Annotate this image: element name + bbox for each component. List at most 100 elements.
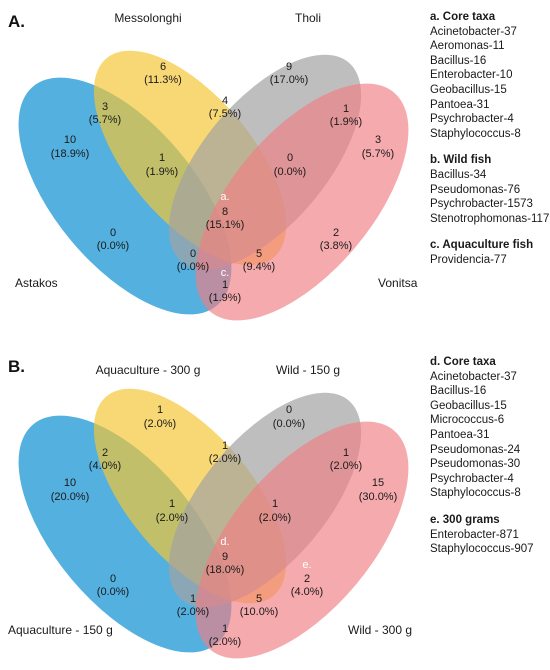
region-b-s1-s2-s3: 1 (2.0%) [156,498,188,524]
set-label-wild-300g: Wild - 300 g [348,623,412,637]
svg-text:(0.0%): (0.0%) [97,586,129,598]
region-all-four: a. 8(15.1%) [206,191,245,231]
svg-text:3: 3 [375,134,381,146]
svg-text:15: 15 [372,477,384,489]
svg-text:a.: a. [220,191,229,203]
svg-text:(1.9%): (1.9%) [330,116,362,128]
svg-text:(2.0%): (2.0%) [209,636,241,648]
svg-text:(4.0%): (4.0%) [89,460,121,472]
svg-text:0: 0 [287,152,293,164]
svg-text:0: 0 [110,227,116,239]
legend-item: Acinetobacter-37 [430,370,517,383]
legend-item: Acinetobacter-37 [430,25,517,38]
region-b-s3-only: 0 (0.0%) [273,404,305,430]
region-b-s2-s3: 1(2.0%) [209,440,241,465]
svg-text:1: 1 [157,404,163,416]
svg-text:2: 2 [333,227,339,239]
svg-text:(18.9%): (18.9%) [51,148,90,160]
svg-text:1: 1 [159,152,165,164]
svg-text:(0.0%): (0.0%) [273,418,305,430]
region-messolonghi-tholi: b. 4(7.5%) [209,81,241,120]
svg-text:(9.4%): (9.4%) [243,261,275,273]
svg-text:8: 8 [222,206,228,218]
legend-title: b. Wild fish [430,154,492,167]
panel-b-letter: B. [8,357,25,376]
legend-item: Stenotrophomonas-117 [430,212,550,225]
svg-text:10: 10 [64,134,76,146]
panel-b-legend: d. Core taxa Acinetobacter-37 Bacillus-1… [430,355,534,569]
region-b-s1-s2-s4: 5(10.0%) [240,593,279,618]
svg-text:(11.3%): (11.3%) [144,74,182,86]
region-astakos-messolonghi-vonitsa: 5(9.4%) [243,248,275,273]
svg-text:(5.7%): (5.7%) [89,114,121,126]
svg-text:(30.0%): (30.0%) [359,491,398,503]
svg-text:10: 10 [64,477,76,489]
svg-text:(5.7%): (5.7%) [362,148,394,160]
legend-title: d. Core taxa [430,356,496,368]
panel-b-ellipses [18,388,409,659]
svg-text:2: 2 [102,447,108,459]
panel-a-legend: a. Core taxa Acinetobacter-37 Aeromonas-… [430,10,549,280]
region-astakos-vonitsa: c.1(1.9%) [209,267,241,304]
svg-text:2: 2 [304,573,310,585]
svg-text:(0.0%): (0.0%) [177,261,209,273]
svg-text:9: 9 [222,551,228,563]
svg-text:1: 1 [222,440,228,452]
svg-text:1: 1 [169,498,175,510]
svg-text:1: 1 [222,623,228,635]
region-messolonghi-vonitsa: 2(3.8%) [320,227,352,252]
region-messolonghi-only: 6(11.3%) [144,61,182,86]
region-b-s2-only: 1 (2.0%) [144,404,176,430]
vonitsa-ellipse [195,83,409,321]
svg-text:4: 4 [222,95,228,107]
set-label-aquaculture-150g: Aquaculture - 150 g [8,623,113,637]
legend-item: Psychrobacter-1573 [430,198,533,211]
svg-text:(0.0%): (0.0%) [97,240,129,252]
set-label-aquaculture-300g: Aquaculture - 300 g [96,363,201,377]
region-astakos-messolonghi: 3(5.7%) [89,101,121,126]
set-label-wild-150g: Wild - 150 g [276,363,340,377]
region-b-s4-only: 15 (30.0%) [359,477,398,503]
region-vonitsa-only: 3 (5.7%) [362,134,394,160]
panel-a-letter: A. [8,12,25,31]
region-b-s1-s3: 0(0.0%) [97,573,129,598]
region-b-s1-s2: 2(4.0%) [89,447,121,472]
svg-text:(7.5%): (7.5%) [209,108,241,120]
svg-text:(1.9%): (1.9%) [209,292,241,304]
set-label-vonitsa: Vonitsa [378,276,418,290]
legend-group-wild-fish: b. Wild fish Bacillus-34 Pseudomonas-76 … [430,153,549,226]
svg-text:(10.0%): (10.0%) [240,606,279,618]
panel-a-ellipses [18,50,409,321]
legend-item: Geobacillus-15 [430,83,507,96]
svg-text:6: 6 [160,61,166,73]
legend-item: Pseudomonas-30 [430,458,521,471]
region-b-s1-s4: 1(2.0%) [209,623,241,648]
svg-text:(2.0%): (2.0%) [259,512,291,524]
legend-item: Enterobacter-871 [430,528,519,541]
legend-item: Staphylococcus-907 [430,543,534,556]
region-b-s1-only: 10 (20.0%) [51,477,90,503]
svg-text:(2.0%): (2.0%) [144,418,176,430]
svg-text:9: 9 [286,61,292,73]
region-astakos-messolonghi-tholi: 1 (1.9%) [146,152,178,178]
legend-item: Geobacillus-15 [430,399,507,412]
legend-item: Aeromonas-11 [430,40,505,53]
legend-group-aquaculture-fish: c. Aquaculture fish Providencia-77 [430,238,549,267]
legend-item: Providencia-77 [430,253,507,266]
region-tholi-only: 9(17.0%) [270,61,309,86]
legend-item: Staphylococcus-8 [430,127,521,140]
legend-item: Enterobacter-10 [430,69,513,82]
legend-item: Pseudomonas-24 [430,443,521,456]
region-astakos-tholi-vonitsa: 0(0.0%) [177,248,209,273]
legend-item: Pantoea-31 [430,98,490,111]
svg-text:(2.0%): (2.0%) [330,460,362,472]
wild-300g-ellipse [195,421,409,659]
legend-item: Psychrobacter-4 [430,113,514,126]
region-astakos-tholi: 0(0.0%) [97,227,129,252]
svg-text:1: 1 [222,279,228,291]
svg-text:(20.0%): (20.0%) [51,491,90,503]
svg-text:b.: b. [220,81,229,93]
svg-text:(0.0%): (0.0%) [274,166,306,178]
region-b-s3-s4: 1(2.0%) [330,447,362,472]
